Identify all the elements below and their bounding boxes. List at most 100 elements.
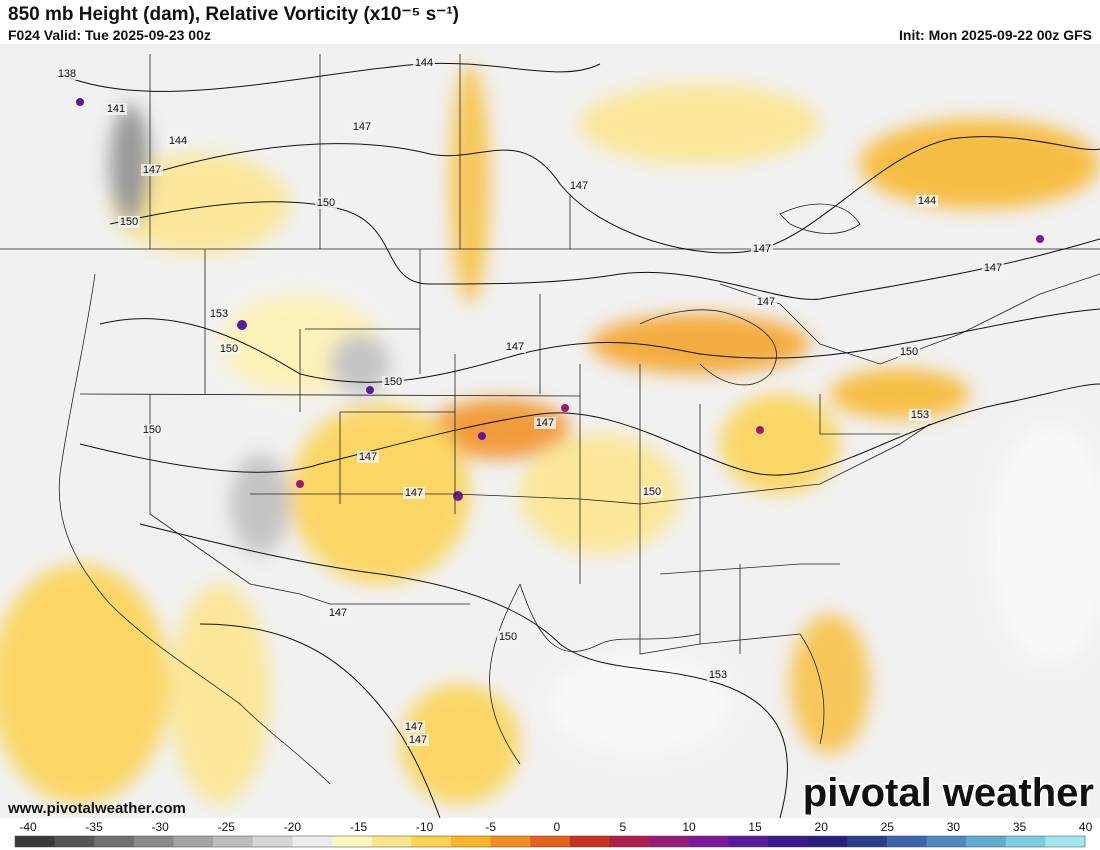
contour-label: 144 (169, 135, 187, 147)
contour-label: 147 (506, 341, 524, 353)
colorbar-cell (728, 836, 769, 847)
contour-label: 138 (58, 68, 76, 80)
colorbar-cell (688, 836, 729, 847)
colorbar-tick-label: 15 (748, 820, 762, 834)
contour-label-bg (357, 451, 379, 463)
contour-label-bg (909, 409, 931, 421)
contour-label: 147 (409, 734, 427, 746)
contour-label: 150 (143, 424, 161, 436)
colorbar-tick-label: -20 (284, 820, 302, 834)
contour-label-bg (351, 121, 373, 133)
contour-label-bg (504, 341, 526, 353)
title: 850 mb Height (dam), Relative Vorticity … (8, 4, 459, 25)
contour-label-bg (916, 195, 938, 207)
contour-label-bg (403, 487, 425, 499)
colorbar-cell (847, 836, 888, 847)
contour-label: 147 (359, 451, 377, 463)
contour-label: 150 (643, 486, 661, 498)
colorbar-tick-label: 25 (881, 820, 895, 834)
website: www.pivotalweather.com (7, 800, 186, 817)
contour-label: 147 (353, 121, 371, 133)
vorticity-field (0, 64, 1100, 804)
contour-label-bg (118, 216, 140, 228)
colorbar-cell (807, 836, 848, 847)
contour-label-bg (56, 68, 78, 80)
contour-label: 141 (107, 103, 125, 115)
colorbar-cell (649, 836, 690, 847)
contour-label: 147 (405, 721, 423, 733)
contour-label-bg (327, 607, 349, 619)
contour-label-bg (534, 417, 556, 429)
colorbar-cell (94, 836, 135, 847)
colorbar-cell (490, 836, 531, 847)
colorbar-cell (15, 836, 56, 847)
contour-label-bg (315, 197, 337, 209)
contour-label: 144 (918, 195, 936, 207)
contour-label: 147 (536, 417, 554, 429)
colorbar-cell (173, 836, 214, 847)
valid-time: F024 Valid: Tue 2025-09-23 00z (8, 27, 211, 43)
contour-label: 150 (317, 197, 335, 209)
colorbar-cell (332, 836, 373, 847)
contour-label: 150 (384, 376, 402, 388)
colorbar: -40-35-30-25-20-15-10-505101520253035404… (14, 820, 1093, 848)
contour-label-bg (641, 486, 663, 498)
colorbar-tick-label: -25 (218, 820, 236, 834)
contour-label-bg (755, 296, 777, 308)
colorbar-tick-label: 40 (1079, 820, 1093, 834)
contour-label: 147 (143, 164, 161, 176)
contour-label-bg (982, 262, 1004, 274)
colorbar-tick-label: 35 (1013, 820, 1027, 834)
contour-label: 150 (900, 346, 918, 358)
colorbar-tick-label: 20 (815, 820, 829, 834)
map: 1381411441471441471501501471441471471471… (0, 44, 1100, 818)
contour-label: 147 (329, 607, 347, 619)
contour-label: 147 (984, 262, 1002, 274)
contour-label-bg (208, 308, 230, 320)
contour-label-bg (141, 164, 163, 176)
contour-label: 153 (210, 308, 228, 320)
colorbar-tick-label: 0 (553, 820, 560, 834)
logo: pivotal weather (803, 771, 1094, 815)
contour-label-bg (707, 669, 729, 681)
colorbar-cell (609, 836, 650, 847)
contour-label-bg (751, 243, 773, 255)
colorbar-tick-label: 5 (620, 820, 627, 834)
height-contours (59, 62, 1100, 818)
colorbar-cell (54, 836, 95, 847)
contour-label: 150 (120, 216, 138, 228)
colorbar-cell (1045, 836, 1086, 847)
contour-label-bg (413, 57, 435, 69)
colorbar-tick-label: -35 (85, 820, 103, 834)
colorbar-cell (450, 836, 492, 847)
init-time: Init: Mon 2025-09-22 00z GFS (899, 27, 1092, 43)
colorbar-cell (926, 836, 967, 847)
colorbar-cell (886, 836, 927, 847)
colorbar-tick-label: -5 (485, 820, 496, 834)
contour-label: 150 (220, 343, 238, 355)
colorbar-tick-label: 10 (682, 820, 696, 834)
contour-label-bg (218, 343, 240, 355)
colorbar-cell (213, 836, 254, 847)
contour-label-bg (898, 346, 920, 358)
contour-label: 150 (499, 631, 517, 643)
vorticity-maxima (76, 98, 1044, 501)
boundaries (0, 54, 1100, 785)
colorbar-cell (767, 836, 809, 847)
contour-label: 147 (757, 296, 775, 308)
colorbar-cell (411, 836, 452, 847)
colorbar-cell (133, 836, 175, 847)
colorbar-tick-label: 30 (947, 820, 961, 834)
colorbar-tick-label: -30 (152, 820, 170, 834)
contour-label: 153 (911, 409, 929, 421)
colorbar-frame (14, 835, 1086, 848)
contour-label: 147 (405, 487, 423, 499)
colorbar-cell (252, 836, 293, 847)
contour-label-bg (167, 135, 189, 147)
contour-label-bg (382, 376, 404, 388)
contour-label: 144 (415, 57, 433, 69)
contour-label: 147 (753, 243, 771, 255)
colorbar-cell (1005, 836, 1046, 847)
colorbar-tick-label: -40 (19, 820, 37, 834)
